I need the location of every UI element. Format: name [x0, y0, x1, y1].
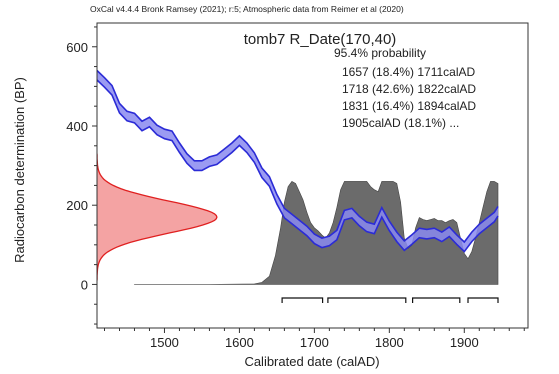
- radiocarbon-date-distribution: [97, 153, 217, 281]
- plot-content: [97, 69, 499, 285]
- range-text-1: 1657 (18.4%) 1711calAD: [342, 65, 476, 79]
- software-credit: OxCal v4.4.4 Bronk Ramsey (2021); r:5; A…: [90, 4, 404, 14]
- y-axis-label: Radiocarbon determination (BP): [12, 77, 27, 263]
- y-tick-label: 600: [66, 40, 88, 55]
- calibration-curve-lower: [97, 79, 499, 253]
- range-text-3: 1831 (16.4%) 1894calAD: [342, 99, 476, 113]
- radiocarbon-date-outline: [97, 153, 218, 281]
- x-tick-label: 1800: [375, 335, 404, 350]
- probability-label: 95.4% probability: [334, 46, 426, 60]
- range-bar-4: [467, 297, 499, 303]
- plot-area: [97, 69, 499, 303]
- plot-frame: [96, 22, 529, 329]
- y-tick-label: 400: [66, 119, 88, 134]
- calibration-curve-upper: [97, 69, 499, 244]
- x-tick-label: 1500: [150, 335, 179, 350]
- axes: 0 200 400 600 1500 1600 1700 1800 1900: [66, 26, 525, 350]
- range-text-2: 1718 (42.6%) 1822calAD: [342, 82, 476, 96]
- y-tick-label: 200: [66, 198, 88, 213]
- range-bar-2: [327, 297, 407, 303]
- range-bar-3: [412, 297, 461, 303]
- x-tick-label: 1600: [225, 335, 254, 350]
- x-axis-label: Calibrated date (calAD): [244, 354, 379, 369]
- range-bar-1: [281, 297, 324, 303]
- x-tick-label: 1900: [450, 335, 479, 350]
- chart-title: tomb7 R_Date(170,40): [244, 31, 397, 48]
- range-text-4: 1905calAD (18.1%) ...: [342, 116, 459, 130]
- x-tick-label: 1700: [300, 335, 329, 350]
- y-tick-label: 0: [81, 277, 88, 292]
